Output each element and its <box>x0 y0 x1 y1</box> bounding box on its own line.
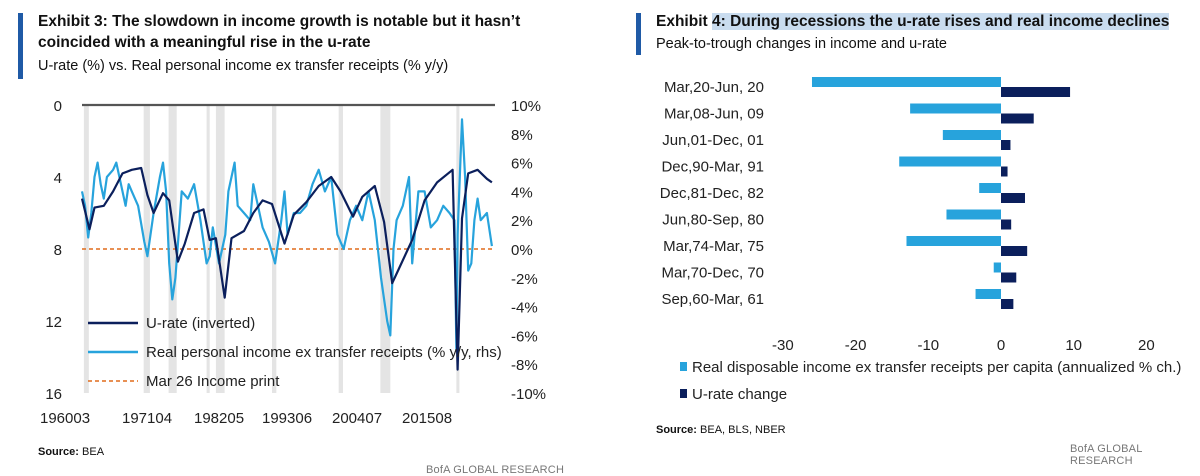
exhibit-4-chart: Mar,20-Jun, 20 Mar,08-Jun, 09 Jun,01-Dec, … <box>660 77 1181 403</box>
x-tick-label: -30 <box>772 337 794 354</box>
exhibit-3-title-line2: coincided with a meaningful rise in the … <box>38 34 371 51</box>
u-rate-bar <box>1001 140 1011 150</box>
y-right-tick-label: -2% <box>511 271 538 288</box>
category-label: Jun,80-Sep, 80 <box>662 212 764 229</box>
y-right-tick-label: 4% <box>511 184 533 201</box>
y-right-tick-label: -10% <box>511 386 546 403</box>
y-left-tick-label: 16 <box>45 386 62 403</box>
u-rate-bar <box>1001 87 1071 97</box>
exhibit-4-legend: Real disposable income ex transfer recei… <box>680 359 1181 403</box>
recession-band-6 <box>338 105 344 393</box>
y-right-tick-label: -6% <box>511 328 538 345</box>
income-bar <box>906 236 1001 246</box>
legend-label-2: Mar 26 Income print <box>146 373 280 390</box>
y-left-tick-label: 12 <box>45 314 62 331</box>
category-label: Mar,08-Jun, 09 <box>664 106 764 123</box>
legend-label-1: Real personal income ex transfer receipt… <box>146 344 502 361</box>
income-bar <box>811 77 1001 87</box>
category-label: Jun,01-Dec, 01 <box>662 132 764 149</box>
category-label: Sep,60-Mar, 61 <box>661 291 764 308</box>
recession-band-2 <box>168 105 177 393</box>
exhibit-3-source: Source: BEA <box>38 446 105 458</box>
x-tick-label: -10 <box>917 337 939 354</box>
y-right-tick-label: -8% <box>511 357 538 374</box>
income-bar <box>946 209 1001 220</box>
title-accent-bar <box>636 13 641 55</box>
recession-band-4 <box>215 105 225 393</box>
u-rate-bar <box>1001 272 1017 283</box>
x-tick-label: 20 <box>1138 337 1155 354</box>
income-bar <box>979 183 1001 193</box>
income-bar <box>910 103 1001 114</box>
income-bar <box>942 130 1001 140</box>
category-label: Dec,81-Dec, 82 <box>660 185 764 202</box>
exhibit-4-source: Source: BEA, BLS, NBER <box>656 424 786 436</box>
u-rate-bar <box>1001 219 1012 230</box>
exhibit-4-subtitle: Peak-to-trough changes in income and u-r… <box>656 36 947 52</box>
x-tick-label: 199306 <box>262 410 312 427</box>
y-left-tick-label: 8 <box>54 242 62 259</box>
exhibit-3-legend: U-rate (inverted) Real personal income ex… <box>88 315 502 390</box>
x-tick-label: -20 <box>845 337 867 354</box>
x-tick-label: 0 <box>997 337 1005 354</box>
legend-label-0: U-rate (inverted) <box>146 315 255 332</box>
u-rate-bar <box>1001 193 1025 203</box>
legend-swatch-income <box>680 362 687 371</box>
exhibit-4-brand: BofA GLOBAL RESEARCH <box>1070 443 1143 467</box>
y-right-tick-label: 0% <box>511 242 533 259</box>
u-rate-bar <box>1001 166 1008 177</box>
exhibit-3-panel: Exhibit 3: The slowdown in income growth… <box>18 13 565 476</box>
legend-label-urate: U-rate change <box>692 386 787 403</box>
x-tick-label: 198205 <box>194 410 244 427</box>
y-left-tick-label: 4 <box>54 170 62 187</box>
category-label: Dec,90-Mar, 91 <box>661 159 764 176</box>
x-tick-label: 196003 <box>40 410 90 427</box>
x-tick-label: 200407 <box>332 410 382 427</box>
y-right-tick-label: -4% <box>511 300 538 317</box>
income-bar <box>975 289 1001 299</box>
exhibit-3-subtitle: U-rate (%) vs. Real personal income ex t… <box>38 58 449 74</box>
exhibit-4-title: Exhibit 4: During recessions the u-rate … <box>656 13 1170 30</box>
recession-band-0 <box>83 105 89 393</box>
title-accent-bar <box>18 13 23 79</box>
exhibit-3-title-line1: Exhibit 3: The slowdown in income growth… <box>38 13 521 30</box>
category-label: Mar,70-Dec, 70 <box>661 265 764 282</box>
u-rate-bar <box>1001 113 1034 124</box>
income-growth-line <box>80 118 493 351</box>
income-bar <box>993 262 1001 273</box>
legend-label-income: Real disposable income ex transfer recei… <box>692 359 1181 376</box>
legend-swatch-urate <box>680 389 687 398</box>
x-tick-label: 201508 <box>402 410 452 427</box>
u-rate-bar <box>1001 299 1014 309</box>
exhibit-4-panel: Exhibit 4: During recessions the u-rate … <box>600 0 1200 476</box>
category-label: Mar,74-Mar, 75 <box>663 238 764 255</box>
income-bar <box>899 156 1001 167</box>
y-right-tick-label: 2% <box>511 213 533 230</box>
y-right-tick-label: 6% <box>511 156 533 173</box>
x-tick-label: 10 <box>1065 337 1082 354</box>
y-right-tick-label: 10% <box>511 98 541 115</box>
y-left-tick-label: 0 <box>54 98 62 115</box>
x-tick-label: 197104 <box>122 410 172 427</box>
exhibit-3-chart: 0 4 8 12 16 10% 8% 6% 4% 2% 0% -2% -4% -6% -8% -10% 1960… <box>40 98 546 427</box>
y-right-tick-label: 8% <box>511 127 533 144</box>
u-rate-bar <box>1001 246 1028 256</box>
u-rate-line <box>80 166 493 371</box>
category-label: Mar,20-Jun, 20 <box>664 79 764 96</box>
exhibit-3-brand: BofA GLOBAL RESEARCH <box>426 464 565 476</box>
